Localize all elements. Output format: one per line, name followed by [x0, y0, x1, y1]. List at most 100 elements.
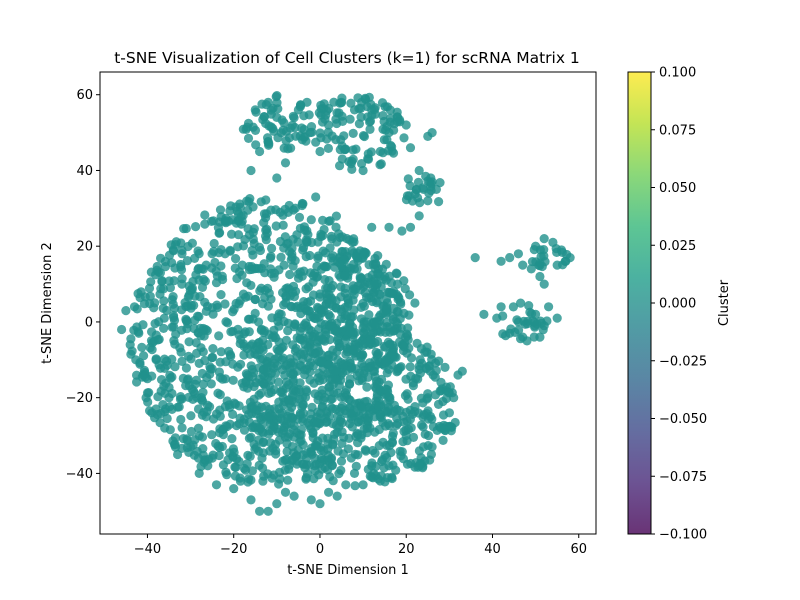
scatter-point: [200, 210, 210, 220]
scatter-point: [406, 423, 416, 433]
scatter-point: [258, 114, 268, 125]
scatter-point: [514, 325, 524, 335]
scatter-point: [349, 468, 360, 478]
scatter-point: [173, 402, 183, 412]
scatter-point: [214, 367, 224, 377]
scatter-point: [298, 408, 308, 418]
scatter-point: [291, 302, 301, 313]
scatter-point: [228, 375, 238, 385]
scatter-point: [145, 343, 155, 353]
scatter-point: [334, 229, 344, 239]
scatter-point: [283, 475, 293, 485]
scatter-point: [295, 334, 305, 344]
scatter-point: [436, 377, 446, 387]
scatter-point: [524, 301, 534, 311]
scatter-point: [134, 328, 144, 338]
scatter-point: [326, 293, 336, 303]
scatter-point: [159, 296, 169, 306]
scatter-point: [417, 358, 427, 368]
scatter-point: [336, 465, 346, 475]
scatter-point: [285, 269, 295, 280]
scatter-point: [397, 226, 407, 236]
scatter-point: [307, 127, 317, 137]
scatter-point: [160, 257, 170, 267]
x-axis-ticks: −40 −20 0 20 40 60: [134, 534, 587, 557]
scatter-point: [177, 423, 187, 433]
scatter-point: [243, 450, 253, 460]
scatter-point: [349, 305, 359, 315]
scatter-point: [224, 216, 234, 226]
scatter-point: [273, 133, 283, 143]
scatter-point: [209, 238, 219, 249]
scatter-point: [405, 362, 415, 372]
scatter-point: [492, 313, 502, 323]
scatter-point: [496, 256, 506, 266]
scatter-point: [228, 326, 238, 336]
scatter-point: [252, 341, 262, 351]
scatter-point: [233, 242, 243, 252]
scatter-point: [181, 316, 191, 326]
scatter-point: [556, 245, 567, 255]
scatter-point: [314, 470, 324, 480]
scatter-point: [414, 165, 424, 176]
scatter-point: [211, 480, 222, 490]
scatter-point: [337, 427, 347, 437]
scatter-point: [266, 251, 276, 261]
scatter-point: [359, 250, 370, 260]
scatter-point: [201, 306, 211, 316]
scatter-point: [191, 222, 201, 232]
scatter-point: [301, 473, 311, 483]
scatter-point: [413, 193, 423, 203]
scatter-point: [325, 382, 335, 392]
x-tick-label: −40: [134, 542, 161, 557]
scatter-point: [344, 433, 354, 443]
scatter-point: [208, 344, 218, 354]
scatter-point: [200, 297, 210, 307]
scatter-point: [230, 399, 240, 409]
scatter-point: [272, 98, 282, 108]
scatter-point: [301, 237, 311, 247]
scatter-point: [256, 197, 266, 207]
scatter-point: [194, 358, 204, 368]
scatter-point: [276, 252, 286, 262]
scatter-point: [182, 324, 192, 334]
scatter-point: [358, 480, 368, 490]
scatter-point: [260, 411, 271, 421]
scatter-point: [317, 455, 327, 466]
scatter-point: [419, 410, 429, 420]
scatter-point: [306, 495, 316, 505]
scatter-point: [135, 359, 145, 369]
scatter-point: [241, 376, 251, 386]
scatter-point: [176, 414, 186, 425]
scatter-point: [362, 382, 372, 392]
scatter-point: [250, 349, 260, 359]
scatter-point: [315, 128, 325, 138]
scatter-point: [306, 215, 316, 225]
scatter-point: [287, 455, 297, 465]
scatter-point: [243, 133, 254, 143]
colorbar-label: Cluster: [717, 279, 732, 326]
scatter-point: [325, 472, 335, 482]
scatter-point: [154, 334, 164, 344]
scatter-point: [365, 124, 375, 134]
scatter-point: [164, 393, 174, 403]
scatter-point: [198, 347, 208, 357]
scatter-point: [266, 105, 276, 115]
scatter-point: [332, 491, 342, 501]
scatter-point: [220, 249, 230, 259]
scatter-point: [308, 271, 318, 281]
colorbar-tick-label: −0.100: [659, 528, 707, 543]
scatter-point: [320, 261, 330, 271]
scatter-point: [331, 326, 341, 337]
scatter-point: [440, 362, 450, 372]
scatter-point: [387, 437, 397, 447]
scatter-point: [280, 232, 290, 242]
scatter-point: [325, 335, 335, 345]
scatter-point: [210, 257, 220, 268]
scatter-point: [135, 293, 145, 303]
scatter-point: [207, 430, 217, 440]
scatter-point: [227, 434, 237, 444]
scatter-point: [414, 461, 424, 471]
scatter-point: [267, 473, 277, 483]
scatter-point: [159, 313, 169, 323]
